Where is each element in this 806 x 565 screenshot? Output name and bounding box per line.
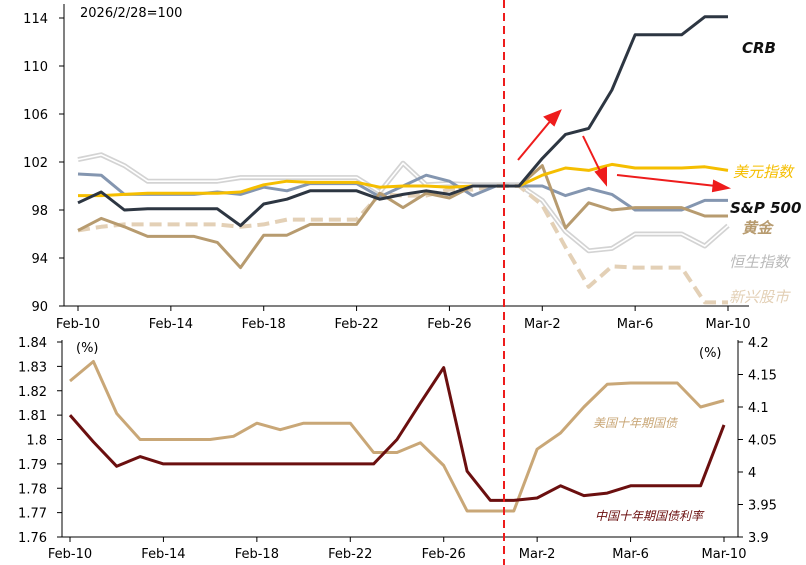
left-y-tick-label: 1.82 xyxy=(18,385,47,400)
top-x-tick-label: Feb-18 xyxy=(242,317,286,332)
top-x-tick-label: Feb-14 xyxy=(149,317,193,332)
left-y-tick-label: 1.81 xyxy=(18,409,47,424)
top-y-tick-label: 94 xyxy=(31,252,48,267)
top-x-tick-label: Feb-26 xyxy=(427,317,471,332)
right-y-tick-label: 4 xyxy=(748,466,756,481)
arrow-down-right xyxy=(582,135,602,174)
top-x-tick-label: Mar-6 xyxy=(617,317,654,332)
left-y-tick-label: 1.78 xyxy=(18,482,47,497)
left-unit: (%) xyxy=(76,341,99,356)
top-base-note: 2026/2/28=100 xyxy=(80,6,182,21)
bottom-panel: (%) (%) 1.761.771.781.791.81.811.821.831… xyxy=(18,336,777,562)
bottom-x-axis: Feb-10 Feb-14 Feb-18 Feb-22 Feb-26 Mar-2 Mar-6… xyxy=(48,537,747,562)
bottom-x-tick-label: Feb-22 xyxy=(328,547,372,562)
arrow-up-head xyxy=(543,109,562,127)
label-us10y: 美国十年期国债 xyxy=(593,416,679,430)
series-line-cn10y xyxy=(68,366,726,502)
arrow-down-right-head xyxy=(594,166,607,187)
trend-arrows xyxy=(517,109,732,193)
left-y-tick-label: 1.84 xyxy=(18,336,47,351)
series-line-- xyxy=(78,162,729,198)
label-dxy: 美元指数 xyxy=(733,163,795,181)
left-y-tick-label: 1.83 xyxy=(18,360,47,375)
top-y-axis: 90 94 98 102 106 110 114 xyxy=(23,12,64,315)
top-y-tick-label: 90 xyxy=(31,300,48,315)
top-y-tick-label: 106 xyxy=(23,108,48,123)
bottom-x-tick-label: Mar-2 xyxy=(519,547,556,562)
right-y-tick-label: 4.1 xyxy=(748,401,769,416)
series-line-- xyxy=(77,164,728,270)
right-y-tick-label: 3.95 xyxy=(748,499,777,514)
label-cn10y: 中国十年期国债利率 xyxy=(595,509,705,523)
label-em: 新兴股市 xyxy=(729,288,791,306)
right-y-tick-label: 4.2 xyxy=(748,336,769,351)
bottom-left-axis: 1.76 1.77 1.78 1.79 1.8 1.81 1.82 1.83 1.84 xyxy=(18,336,62,546)
series-line-- xyxy=(77,184,728,305)
top-y-tick-label: 98 xyxy=(31,204,48,219)
bottom-x-tick-label: Feb-14 xyxy=(141,547,185,562)
bottom-x-tick-label: Feb-26 xyxy=(422,547,466,562)
label-gold: 黄金 xyxy=(742,219,775,237)
series-line-us10y xyxy=(69,360,725,513)
left-y-tick-label: 1.77 xyxy=(18,507,47,522)
left-y-tick-label: 1.79 xyxy=(18,458,47,473)
top-x-tick-label: Feb-22 xyxy=(334,317,378,332)
series-line-crb xyxy=(77,15,728,228)
label-crb: CRB xyxy=(742,39,776,57)
top-x-axis: Feb-10 Feb-14 Feb-18 Feb-22 Feb-26 Mar-2 Mar-6… xyxy=(56,306,751,332)
bottom-x-tick-label: Mar-10 xyxy=(702,547,747,562)
top-y-tick-label: 102 xyxy=(23,156,48,171)
top-y-tick-label: 114 xyxy=(23,12,48,27)
label-hsi: 恒生指数 xyxy=(729,253,791,271)
top-series-group xyxy=(77,15,730,305)
left-y-tick-label: 1.76 xyxy=(18,531,47,546)
left-y-tick-label: 1.8 xyxy=(26,434,47,449)
top-x-tick-label: Mar-10 xyxy=(706,317,751,332)
label-spx: S&P 500 xyxy=(730,199,801,217)
bottom-x-tick-label: Feb-18 xyxy=(235,547,279,562)
series-line---inner xyxy=(77,154,729,252)
right-unit: (%) xyxy=(699,346,722,361)
bottom-x-tick-label: Feb-10 xyxy=(48,547,92,562)
right-y-tick-label: 3.9 xyxy=(748,531,769,546)
arrow-up xyxy=(517,118,553,161)
arrow-right-down-head xyxy=(711,179,732,193)
top-x-tick-label: Mar-2 xyxy=(524,317,561,332)
bottom-series-group xyxy=(68,360,726,513)
top-x-tick-label: Feb-10 xyxy=(56,317,100,332)
right-y-tick-label: 4.15 xyxy=(748,369,777,384)
top-y-tick-label: 110 xyxy=(23,60,48,75)
bottom-x-tick-label: Mar-6 xyxy=(612,547,649,562)
arrow-right-down xyxy=(616,174,717,187)
bottom-right-axis: 3.9 3.95 4 4.05 4.1 4.15 4.2 xyxy=(738,336,777,546)
right-y-tick-label: 4.05 xyxy=(748,434,777,449)
